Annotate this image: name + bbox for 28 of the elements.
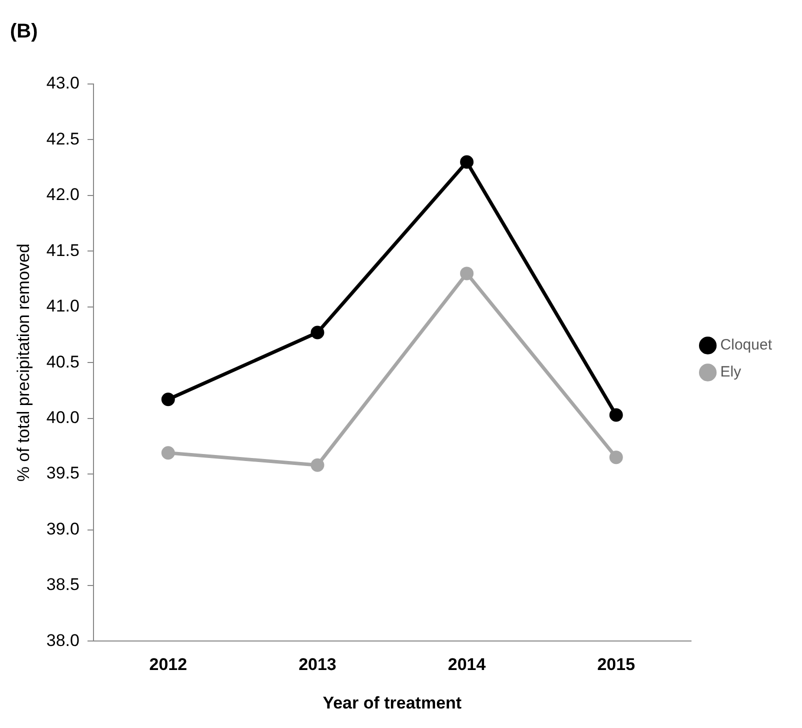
point xyxy=(161,392,175,406)
y-tick-label: 41.0 xyxy=(46,296,80,316)
x-tick-label: 2012 xyxy=(149,655,188,674)
y-tick-label: 42.0 xyxy=(46,185,80,204)
y-tick-label: 40.0 xyxy=(46,408,80,428)
y-tick-label: 38.5 xyxy=(46,575,80,594)
point xyxy=(609,450,623,464)
y-tick-label: 38.0 xyxy=(46,630,80,650)
legend-label: Cloquet xyxy=(720,336,773,354)
y-tick-label: 39.0 xyxy=(46,519,80,538)
y-tick-label: 42.5 xyxy=(46,129,80,148)
point xyxy=(460,266,474,280)
chart-title: (B) xyxy=(10,20,38,43)
y-tick-label: 43.0 xyxy=(46,74,80,93)
x-tick-label: 2013 xyxy=(298,655,336,674)
y-axis-title: % of total precipitation removed xyxy=(14,244,33,482)
x-axis-title: Year of treatment xyxy=(322,693,462,712)
x-tick-label: 2015 xyxy=(597,655,636,674)
point xyxy=(460,155,474,169)
y-tick-label: 41.5 xyxy=(46,240,80,260)
point xyxy=(310,326,324,340)
point xyxy=(161,446,175,460)
y-tick-label: 40.5 xyxy=(46,352,80,372)
y-tick-label: 39.5 xyxy=(46,464,80,483)
x-tick-label: 2014 xyxy=(448,655,486,674)
point xyxy=(310,458,324,472)
legend-label: Ely xyxy=(720,364,742,381)
point xyxy=(609,408,623,422)
